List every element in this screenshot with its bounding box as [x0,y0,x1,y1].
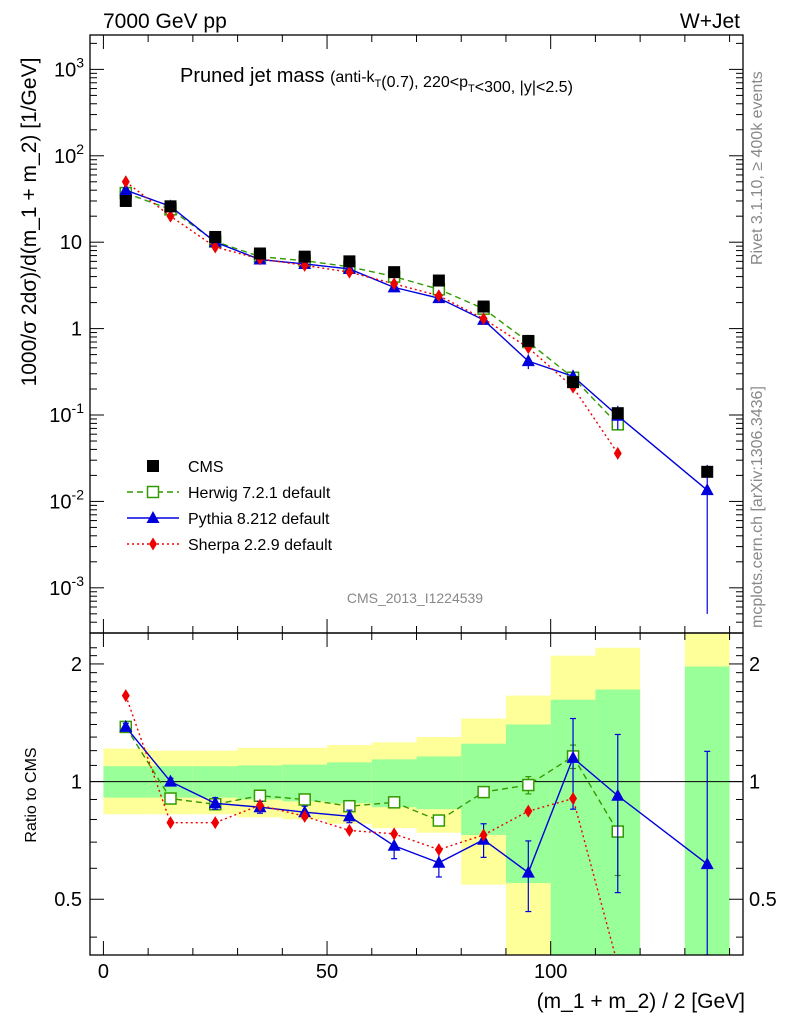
main-y-tick-label-5: 102 [54,141,84,168]
ratio-point-1-0 [119,719,133,732]
ratio-point-2-1 [166,816,175,830]
legend-entry-2: Pythia 8.212 default [127,511,330,528]
main-point-3-6 [390,277,399,291]
ratio-y-tick-label-left-0: 0.5 [54,889,82,911]
ratio-point-2-2 [211,816,220,830]
legend-label-2: Pythia 8.212 default [188,511,330,528]
ratio-point-0-9 [522,778,535,792]
ratio-point-2-9 [524,804,533,818]
main-point-2-9 [521,354,535,367]
ratio-point-1-1 [164,774,178,787]
main-series-line-1 [125,192,619,425]
ratio-point-2-4 [300,809,309,823]
main-point-0-0 [119,194,132,207]
ratio-point-2-3 [255,798,264,812]
x-axis-label: (m_1 + m_2) / 2 [GeV] [537,990,745,1013]
legend: CMS Herwig 7.2.1 default Pythia 8.212 defa… [127,459,333,554]
main-point-2-0 [119,183,133,196]
main-series-line-3 [125,181,619,454]
mcplots-reference-note: mcplots.cern.ch [arXiv:1306.3436] [749,386,766,628]
x-tick-label-0: 0 [98,961,109,983]
main-point-0-2 [209,230,222,243]
legend-label-0: CMS [188,459,224,476]
title-main-part: Pruned jet mass [180,65,325,87]
ratio-y-tick-label-left-2: 2 [71,654,82,676]
main-y-tick-label-6: 103 [54,54,84,81]
ratio-point-0-8 [477,785,490,799]
ratio-point-1-11 [611,788,625,801]
main-point-0-7 [432,274,445,287]
main-point-0-3 [253,247,266,260]
main-point-0-11 [611,407,624,420]
uncertainty-band-green-7 [416,756,462,810]
main-point-0-8 [477,300,490,313]
ratio-y-tick-label-left-1: 1 [71,772,82,794]
main-point-2-12 [700,483,714,496]
main-point-0-6 [388,266,401,279]
main-point-0-9 [522,334,535,347]
main-point-3-11 [613,446,622,460]
main-point-3-8 [479,312,488,326]
y-axis-label-main: 1000/σ 2dσ)/d(m_1 + m_2) [1/GeV] [18,58,41,387]
ratio-point-0-7 [432,814,446,827]
ratio-plot-area [90,633,743,955]
header-right-label: W+Jet [680,10,740,33]
main-point-0-4 [298,250,311,263]
ratio-point-1-5 [342,809,356,822]
main-point-3-0 [121,175,130,189]
ratio-point-2-7 [434,843,443,857]
legend-entry-3: Sherpa 2.2.9 default [127,537,333,554]
main-y-tick-label-3: 1 [71,319,82,341]
ratio-point-2-6 [390,827,399,841]
x-tick-label-2: 100 [534,961,567,983]
ratio-point-2-10 [569,792,578,806]
y-axis-label-ratio: Ratio to CMS [23,747,40,842]
ratio-point-1-9 [521,865,535,878]
legend-label-1: Herwig 7.2.1 default [188,485,331,502]
main-y-tick-label-1: 10-2 [49,486,84,513]
ratio-point-0-6 [387,796,401,809]
ratio-point-1-12 [700,857,714,870]
legend-marker-1 [146,485,160,499]
uncertainty-band-green-5 [327,762,372,804]
title-suffix-part: (anti-kT(0.7), 220<pT<300, |y|<2.5) [330,69,573,96]
ratio-y-tick-label-right-0: 0.5 [749,889,777,911]
ratio-point-0-4 [298,793,311,806]
ratio-point-2-5 [345,823,354,837]
main-point-0-5 [343,255,356,268]
legend-marker-2 [146,511,160,523]
main-point-3-7 [434,289,443,303]
ratio-point-0-1 [164,792,177,805]
legend-entry-1: Herwig 7.2.1 default [127,485,331,502]
legend-label-3: Sherpa 2.2.9 default [188,537,333,554]
main-point-0-10 [567,376,580,389]
rivet-version-note: Rivet 3.1.10, ≥ 400k events [749,71,766,265]
analysis-id-label: CMS_2013_I1224539 [347,590,483,606]
main-plot-area [119,175,714,614]
ratio-point-1-7 [432,855,446,868]
main-y-tick-label-2: 10-1 [49,400,84,427]
ratio-point-2-8 [479,828,488,842]
header-left-label: 7000 GeV pp [103,10,227,33]
legend-marker-3 [149,537,157,551]
main-point-0-1 [164,200,177,213]
main-point-3-2 [211,240,220,254]
main-point-0-12 [701,465,714,478]
main-y-tick-label-4: 10 [60,232,82,254]
main-plot-title: Pruned jet mass (anti-kT(0.7), 220<pT<30… [180,65,573,96]
main-y-tick-label-0: 10-3 [49,573,84,600]
ratio-point-2-0 [121,689,130,703]
ratio-y-tick-label-right-2: 2 [749,654,760,676]
ratio-series-line-0 [125,726,619,832]
ratio-point-1-6 [387,838,401,851]
main-point-3-5 [345,265,354,279]
ratio-y-tick-label-right-1: 1 [749,772,760,794]
main-point-3-1 [166,209,175,223]
ratio-point-1-2 [208,796,222,809]
legend-entry-0: CMS [147,459,224,476]
x-tick-label-1: 50 [316,961,338,983]
legend-marker-cms [147,460,159,472]
ratio-point-1-10 [566,750,580,763]
